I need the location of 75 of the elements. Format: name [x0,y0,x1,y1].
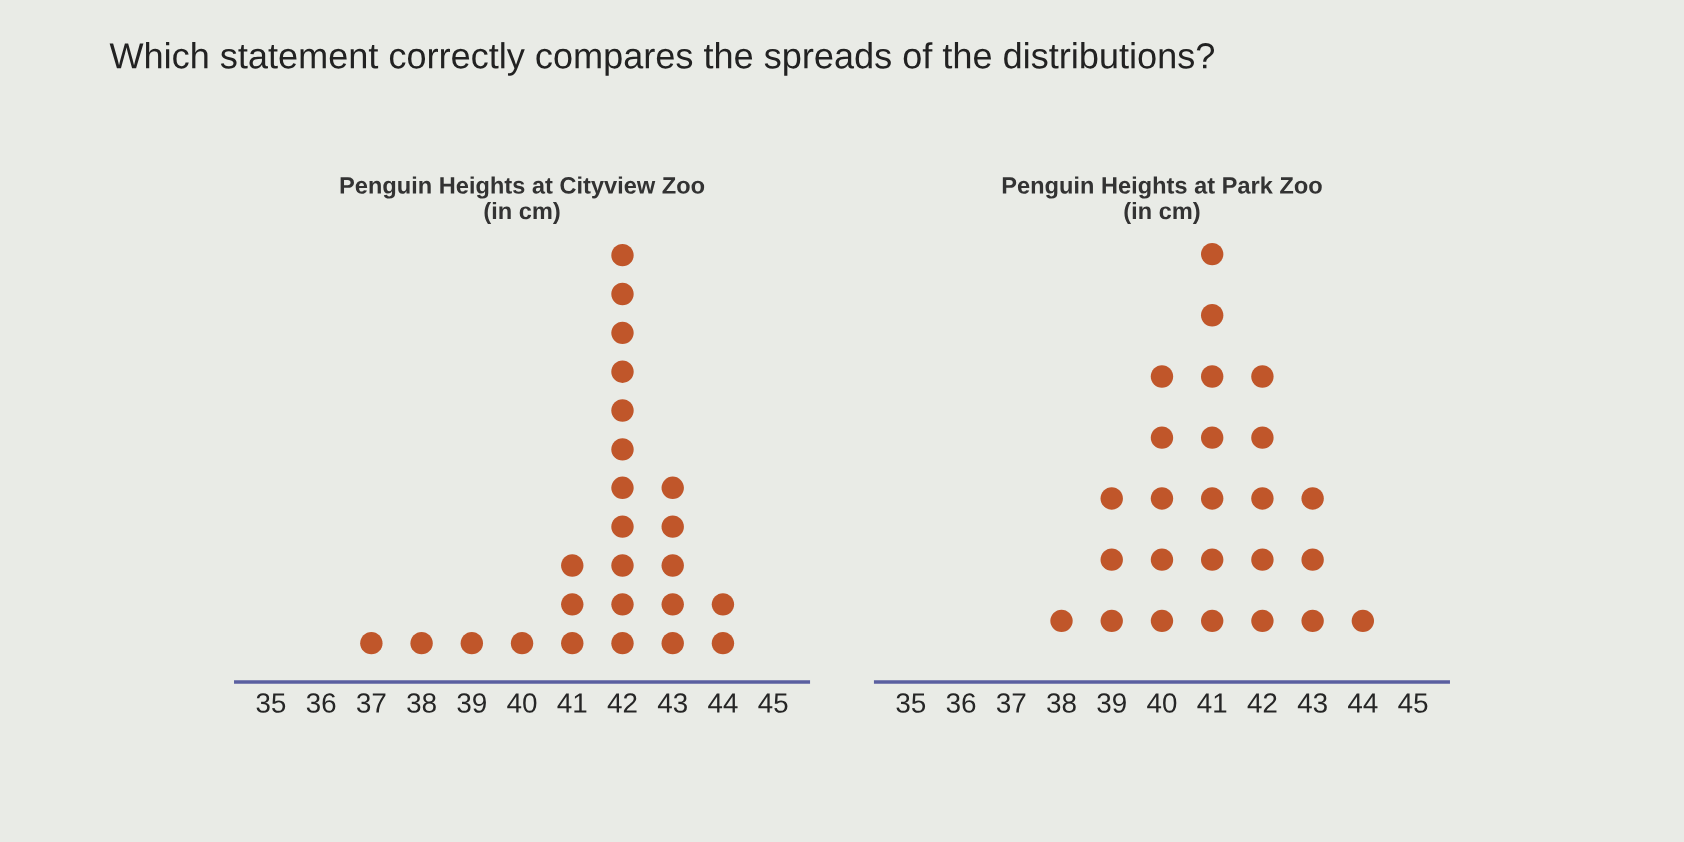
point [1251,487,1274,510]
point [1150,487,1174,510]
chart-title: Penguin Heights at Park Zoo (in cm) [1002,176,1322,224]
x-tick-label: 39 [1097,693,1126,713]
point [661,631,684,655]
point [661,515,684,538]
point [611,515,634,538]
point [1351,609,1375,633]
point [1200,304,1224,327]
x-tick-label: 36 [946,693,976,713]
x-tick-label: 40 [507,693,537,713]
x-tick-label: 42 [1247,693,1277,713]
point [1100,609,1123,633]
point [1100,548,1123,571]
x-tick-label: 36 [306,693,336,713]
point [611,593,634,616]
point [1200,487,1224,510]
text: Which statement correctly compares the spreads of the distributions? [109,42,1215,76]
x-tick-label: 37 [996,693,1026,713]
chart-title: Penguin Heights at Cityview Zoo (in cm) [340,176,705,224]
point [611,554,634,577]
x-tick-label: 35 [256,693,286,713]
x-tick-label: 38 [407,693,436,713]
point [611,321,634,345]
x-tick-label: 43 [657,693,687,713]
point [1301,609,1324,633]
point [1150,365,1174,388]
x-tick-label: 44 [1348,693,1378,713]
point [661,476,684,499]
point [561,593,584,616]
point [1150,548,1174,571]
x-tick-label: 43 [1297,693,1327,713]
x-tick-label: 41 [557,693,587,713]
point [460,631,484,655]
point [711,593,735,616]
point [611,399,634,422]
point [611,476,634,499]
x-tick-label: 38 [1047,693,1076,713]
point [561,631,584,655]
x-tick-label: 42 [607,693,637,713]
point [1200,365,1224,388]
x-tick-label: 40 [1147,693,1177,713]
point [410,631,433,655]
point [561,554,584,577]
point [661,554,684,577]
point [1251,365,1274,388]
x-tick-label: 39 [457,693,486,713]
x-tick-label: 45 [758,693,788,713]
point [1150,426,1174,449]
point [611,360,634,383]
point [1301,487,1324,510]
point [1200,609,1224,633]
point [1251,609,1274,633]
point [1301,548,1324,571]
point [611,438,634,461]
x-tick-label: 41 [1197,693,1227,713]
point [510,631,534,655]
point [1200,548,1224,571]
point [711,631,735,655]
point [611,282,634,306]
point [611,631,634,655]
point [1251,548,1274,571]
point [661,593,684,616]
point [1251,426,1274,449]
point [360,631,383,655]
point [1100,487,1123,510]
point [1200,426,1224,449]
x-tick-label: 35 [896,693,926,713]
x-tick-label: 37 [356,693,386,713]
x-tick-label: 44 [708,693,738,713]
point [1150,609,1174,633]
point [1050,609,1073,633]
x-tick-label: 45 [1398,693,1428,713]
point [1200,242,1224,266]
point [611,243,634,267]
